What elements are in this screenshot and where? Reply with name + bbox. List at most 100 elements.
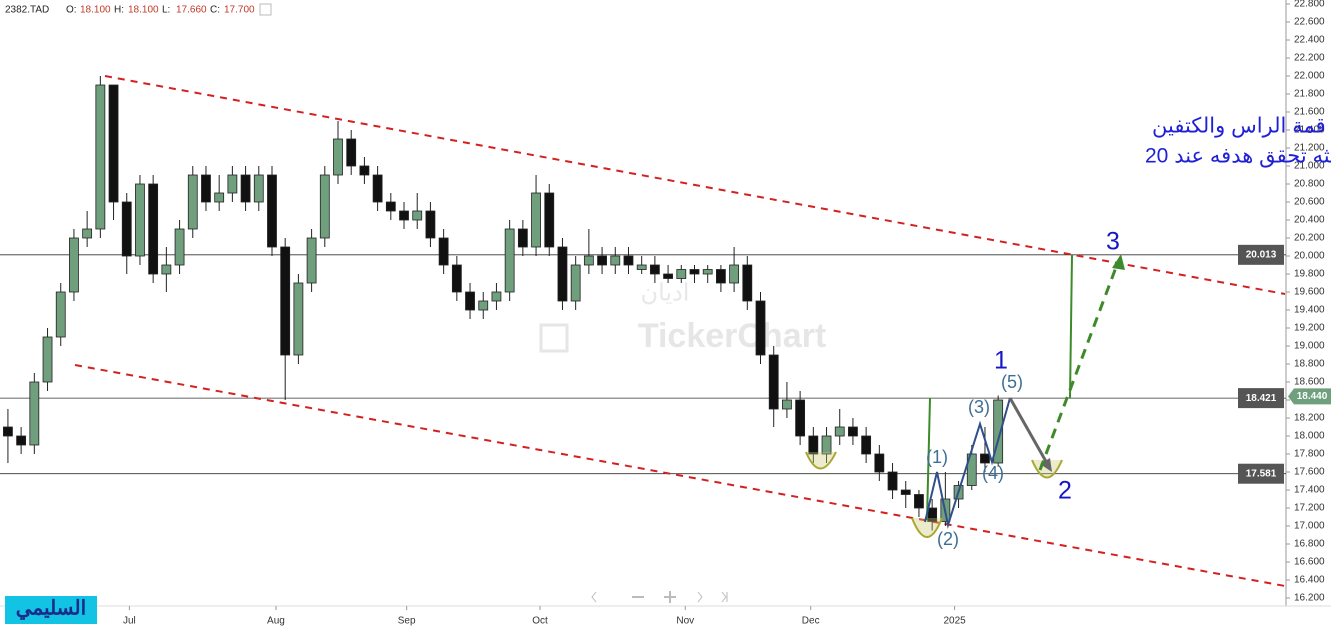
y-tick-label: 18.200 [1294, 413, 1325, 424]
candle-body [346, 138, 357, 167]
x-tick-label: Dec [802, 616, 820, 627]
y-tick-label: 21.400 [1294, 125, 1325, 136]
candle-body [557, 246, 568, 302]
level-label: 18.421 [1246, 393, 1277, 404]
header-label: O: [66, 5, 77, 16]
level-label: 17.581 [1246, 468, 1277, 479]
candle-body [966, 453, 977, 486]
candle-body [782, 399, 792, 410]
pattern-arc [1031, 459, 1063, 479]
y-tick-label: 17.600 [1294, 467, 1325, 478]
y-tick-label: 16.200 [1294, 593, 1325, 604]
header-value: 17.660 [176, 5, 207, 16]
y-tick-label: 22.400 [1294, 35, 1325, 46]
candle-body [676, 269, 687, 279]
y-tick-label: 20.600 [1294, 197, 1325, 208]
header-value: 18.100 [80, 5, 111, 16]
y-tick-label: 19.600 [1294, 287, 1325, 298]
x-tick-label: Jul [123, 616, 136, 627]
drawings [805, 254, 1125, 538]
level-box [1238, 244, 1284, 265]
candle-body [729, 264, 740, 284]
nav-right[interactable] [697, 591, 703, 603]
watermark: اديان [641, 279, 690, 306]
wave-label: (4) [982, 463, 1004, 483]
measure-line [926, 397, 931, 521]
logo: السليمي [16, 597, 86, 620]
candle-body [610, 255, 621, 266]
x-tick-label: Sep [398, 616, 416, 627]
nav-zoom-in[interactable] [664, 591, 676, 603]
y-tick-label: 18.800 [1294, 359, 1325, 370]
candle-body [108, 84, 119, 203]
level-box [1238, 463, 1284, 484]
arrow-head [1112, 254, 1125, 270]
trend-line [104, 75, 1286, 295]
wave-label: (2) [937, 529, 959, 549]
y-tick-label: 16.600 [1294, 557, 1325, 568]
header-label: H: [114, 5, 124, 16]
y-tick-label: 16.800 [1294, 539, 1325, 550]
candle-body [755, 300, 766, 356]
pattern-arc [805, 451, 837, 470]
arrow-head [1040, 458, 1052, 472]
projection-arrow [1038, 261, 1120, 471]
x-tick-label: Oct [532, 616, 548, 627]
candle-body [649, 264, 660, 275]
wave-line [924, 397, 1011, 529]
candle-body [425, 210, 436, 239]
candle-body [121, 201, 132, 257]
header-label: C: [210, 5, 220, 16]
x-tick-label: Nov [676, 616, 694, 627]
wave-label: 2 [1058, 477, 1072, 505]
candle-body [874, 453, 885, 473]
wave-label: (3) [968, 397, 990, 417]
candle-body [187, 174, 198, 230]
candle-body [161, 264, 172, 275]
header-value: 17.700 [224, 5, 255, 16]
y-tick-label: 17.400 [1294, 485, 1325, 496]
projection-arrow [1008, 397, 1050, 466]
measure-line [1069, 254, 1073, 399]
candles [3, 76, 1004, 531]
candle-body [544, 192, 555, 248]
candle-body [663, 273, 673, 279]
candle-body [359, 165, 370, 176]
y-tick-label: 21.600 [1294, 107, 1325, 118]
y-tick-label: 20.400 [1294, 215, 1325, 226]
level-label: 20.013 [1246, 249, 1277, 260]
y-tick-label: 18.600 [1294, 377, 1325, 388]
candle-body [240, 174, 251, 203]
candle-body [808, 435, 819, 455]
navigation [591, 591, 728, 603]
candle-body [504, 228, 515, 293]
y-tick-label: 19.800 [1294, 269, 1325, 280]
candle-body [148, 183, 159, 275]
nav-left[interactable] [591, 591, 597, 603]
candle-body [385, 201, 396, 212]
y-tick-label: 19.400 [1294, 305, 1325, 316]
candle-body [861, 435, 872, 455]
header-button[interactable] [259, 3, 272, 16]
candle-body [438, 237, 449, 266]
candle-body [372, 174, 383, 203]
annotation: موجه خماسيه فرعيه تكمل قمة الراس والكتفي… [1152, 115, 1331, 139]
nav-zoom-out[interactable] [632, 596, 644, 598]
candle-body [834, 426, 845, 437]
header-value: 18.100 [128, 5, 159, 16]
candle-body [214, 192, 225, 203]
pattern-arc [911, 517, 943, 538]
symbol: 2382.TAD [5, 5, 49, 16]
header-label: L: [162, 5, 170, 16]
y-tick-label: 19.000 [1294, 341, 1325, 352]
y-tick-label: 17.800 [1294, 449, 1325, 460]
y-tick-label: 16.400 [1294, 575, 1325, 586]
candle-body [280, 246, 291, 356]
candle-body [306, 237, 317, 284]
nav-end[interactable] [721, 591, 728, 603]
y-tick-label: 20.000 [1294, 251, 1325, 262]
candle-body [42, 336, 53, 383]
candle-body [174, 228, 185, 266]
